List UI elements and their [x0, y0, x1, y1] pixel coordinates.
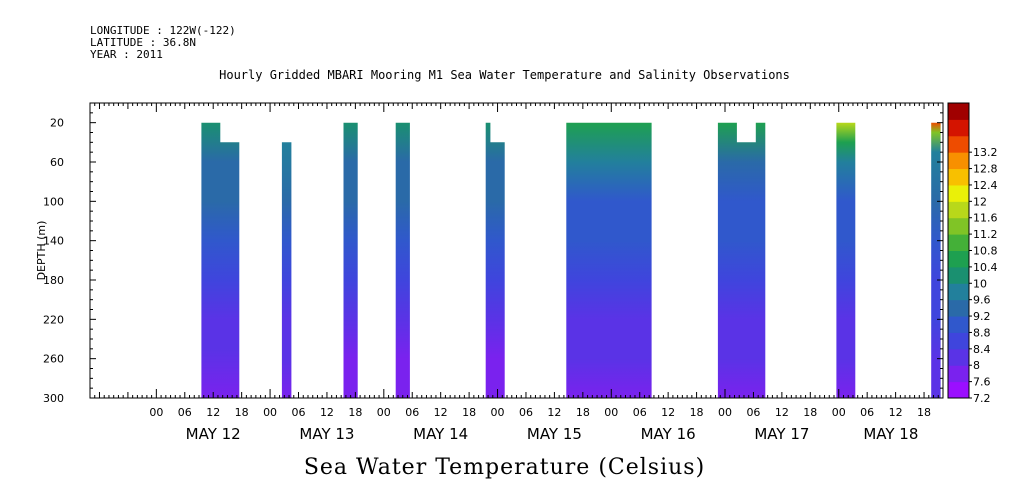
x-tick-label: 06 — [292, 406, 306, 419]
colorbar-label: 8 — [973, 359, 980, 372]
colorbar-label: 10 — [973, 277, 987, 290]
colorbar-label: 10.8 — [973, 245, 998, 258]
x-tick-label: 18 — [803, 406, 817, 419]
colorbar-swatch — [948, 250, 969, 268]
y-tick-label: 60 — [50, 156, 64, 169]
y-tick-label: 260 — [43, 353, 64, 366]
colorbar-swatch — [948, 103, 969, 120]
colorbar-label: 10.4 — [973, 261, 998, 274]
chart-title: Sea Water Temperature (Celsius) — [303, 455, 706, 480]
x-tick-label: 00 — [832, 406, 846, 419]
x-tick-label: 18 — [462, 406, 476, 419]
x-tick-label: 18 — [690, 406, 704, 419]
colorbar-label: 13.2 — [973, 146, 998, 159]
y-tick-label: 180 — [43, 274, 64, 287]
x-tick-label: 06 — [633, 406, 647, 419]
colorbar-swatch — [948, 217, 969, 235]
colorbar-label: 9.2 — [973, 310, 991, 323]
x-tick-label: 00 — [377, 406, 391, 419]
x-tick-label: 12 — [889, 406, 903, 419]
y-tick-label: 300 — [43, 392, 64, 405]
colorbar-label: 8.8 — [973, 326, 991, 339]
colorbar-swatch — [948, 152, 969, 170]
colorbar-label: 12.4 — [973, 179, 998, 192]
data-segment-3 — [343, 122, 358, 398]
day-label: MAY 17 — [754, 425, 809, 443]
day-label: MAY 13 — [299, 425, 354, 443]
y-tick-label: 140 — [43, 235, 64, 248]
data-layer — [201, 122, 941, 398]
data-segment-4 — [395, 122, 410, 398]
x-tick-label: 12 — [206, 406, 220, 419]
data-segment-5 — [485, 122, 505, 398]
x-tick-label: 06 — [405, 406, 419, 419]
colorbar-label: 12.8 — [973, 163, 998, 176]
day-label: MAY 16 — [641, 425, 696, 443]
axes-layer: 20 60 100 140 180 220 260 300 DEPTH (m) 00 06 12 18 0… — [35, 103, 944, 443]
day-label: MAY 12 — [186, 425, 241, 443]
x-tick-label: 12 — [320, 406, 334, 419]
y-axis-label: DEPTH (m) — [35, 221, 48, 281]
colorbar-label: 11.6 — [973, 212, 998, 225]
colorbar-swatch — [948, 234, 969, 251]
colorbar-swatch — [948, 365, 969, 383]
x-tick-label: 12 — [434, 406, 448, 419]
colorbar-label: 9.6 — [973, 294, 991, 307]
colorbar: 7.2 7.6 8 8.4 8.8 9.2 9.6 10 10.4 10.8 11.2 11.6 12 1… — [947, 102, 998, 405]
x-tick-label: 06 — [746, 406, 760, 419]
colorbar-label: 8.4 — [973, 343, 991, 356]
colorbar-swatch — [948, 135, 969, 153]
longitude-label: LONGITUDE : 122W(-122) — [90, 24, 236, 37]
x-tick-label: 12 — [775, 406, 789, 419]
x-tick-label: 18 — [235, 406, 249, 419]
data-segment-8 — [836, 122, 856, 398]
x-tick-label: 00 — [491, 406, 505, 419]
colorbar-swatch — [948, 184, 969, 202]
day-label: MAY 18 — [863, 425, 918, 443]
day-label: MAY 15 — [527, 425, 582, 443]
data-segment-9 — [931, 122, 941, 398]
latitude-label: LATITUDE : 36.8N — [90, 36, 196, 49]
y-tick-label: 100 — [43, 195, 64, 208]
data-segment-1 — [201, 122, 240, 398]
data-segment-7 — [717, 122, 766, 398]
x-tick-label: 06 — [519, 406, 533, 419]
colorbar-swatch — [948, 266, 969, 284]
day-label: MAY 14 — [413, 425, 468, 443]
colorbar-swatch — [948, 119, 969, 137]
x-tick-label: 18 — [348, 406, 362, 419]
colorbar-swatch — [948, 348, 969, 366]
colorbar-swatch — [948, 283, 969, 301]
colorbar-label: 12 — [973, 195, 987, 208]
y-tick-label: 220 — [43, 313, 64, 326]
colorbar-label: 7.6 — [973, 376, 991, 389]
x-tick-label: 00 — [263, 406, 277, 419]
data-segment-2 — [281, 142, 292, 398]
x-tick-label: 06 — [860, 406, 874, 419]
y-tick-label: 20 — [50, 117, 64, 130]
x-tick-label: 18 — [576, 406, 590, 419]
x-tick-label: 18 — [917, 406, 931, 419]
x-tick-label: 06 — [178, 406, 192, 419]
x-tick-label: 00 — [718, 406, 732, 419]
x-tick-label: 12 — [661, 406, 675, 419]
colorbar-swatch — [948, 201, 969, 219]
colorbar-swatch — [948, 332, 969, 350]
x-tick-label: 12 — [547, 406, 561, 419]
x-tick-label: 00 — [604, 406, 618, 419]
colorbar-swatch — [948, 168, 969, 186]
colorbar-swatch — [948, 299, 969, 317]
colorbar-swatch — [948, 381, 969, 399]
data-segment-6 — [566, 122, 652, 398]
year-label: YEAR : 2011 — [90, 48, 163, 61]
colorbar-label: 7.2 — [973, 392, 991, 405]
colorbar-swatch — [948, 316, 969, 333]
x-tick-label: 00 — [149, 406, 163, 419]
page-title: Hourly Gridded MBARI Mooring M1 Sea Wate… — [219, 68, 790, 82]
colorbar-label: 11.2 — [973, 228, 998, 241]
